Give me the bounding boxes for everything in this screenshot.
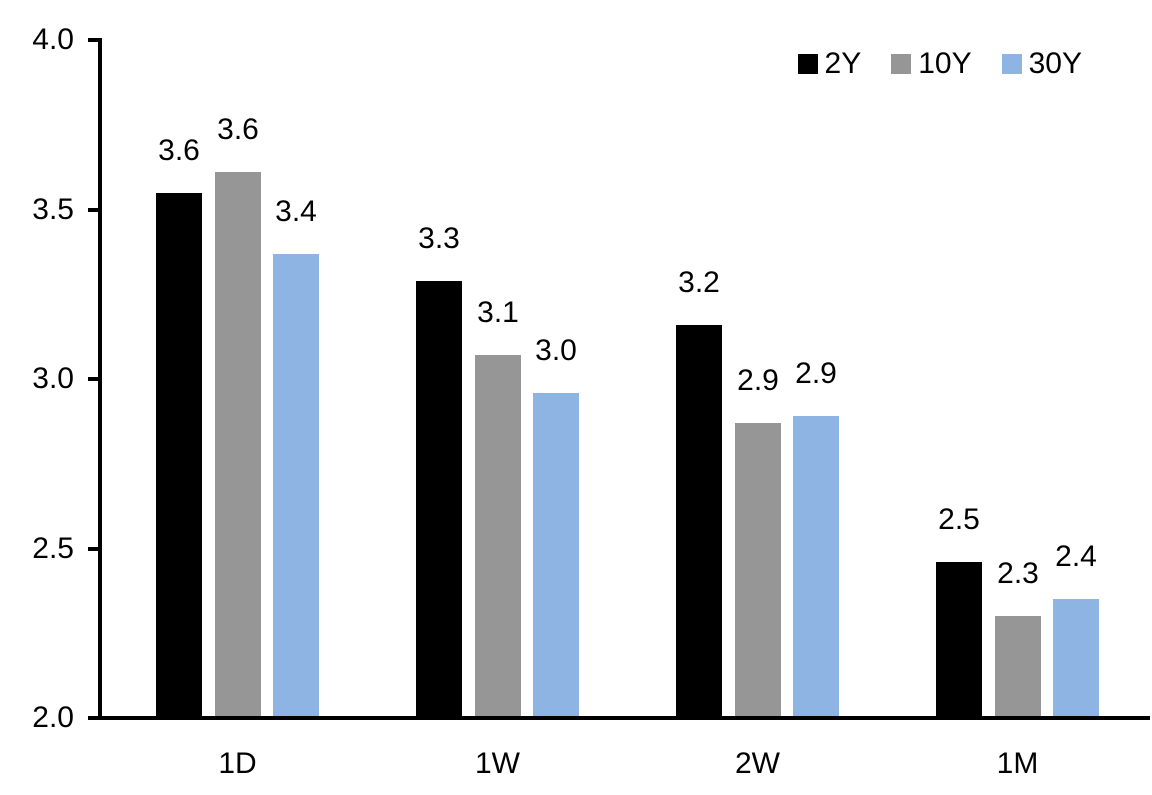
bar-label-10y-1w: 3.1 (477, 296, 519, 330)
legend-label-30y: 30Y (1028, 47, 1082, 80)
bar-30y-1m (1053, 599, 1099, 718)
bar-label-10y-1d: 3.6 (217, 113, 259, 147)
y-tick-label-3.5: 3.5 (32, 192, 74, 226)
x-tick-label-2w: 2W (735, 747, 780, 780)
bar-2y-1d (156, 192, 202, 718)
bar-10y-1w (475, 355, 521, 718)
y-tick-4.0 (88, 38, 102, 42)
bar-2y-2w (676, 324, 722, 718)
bar-label-2y-1m: 2.5 (938, 503, 980, 537)
legend-label-10y: 10Y (918, 47, 972, 80)
bar-30y-2w (793, 416, 839, 718)
y-tick-label-2.0: 2.0 (32, 701, 74, 734)
legend-label-2y: 2Y (824, 47, 862, 80)
y-tick-label-4.0: 4.0 (32, 23, 74, 56)
bar-label-30y-1w: 3.0 (535, 333, 577, 367)
legend-item-30y: 30Y (1001, 47, 1082, 80)
bar-label-30y-1d: 3.4 (275, 194, 317, 228)
y-tick-3.5 (88, 207, 102, 212)
legend-swatch-30y-icon (1001, 54, 1022, 74)
y-tick-2.0 (88, 716, 102, 720)
legend: 2Y 10Y 30Y (797, 47, 1082, 80)
legend-item-2y: 2Y (797, 47, 862, 80)
bar-label-10y-1m: 2.3 (997, 557, 1039, 591)
legend-item-10y: 10Y (891, 47, 972, 80)
x-tick-label-1d: 1D (218, 747, 257, 780)
bar-label-10y-2w: 2.9 (737, 364, 779, 398)
legend-swatch-10y-icon (891, 54, 912, 74)
bar-2y-1w (416, 280, 462, 718)
legend-swatch-2y-icon (797, 54, 818, 74)
bar-2y-1m (936, 562, 982, 718)
bar-30y-1w (533, 392, 579, 718)
y-tick-label-2.5: 2.5 (32, 531, 74, 565)
x-axis-line (98, 716, 1150, 720)
bar-label-2y-1d: 3.6 (158, 133, 200, 167)
y-tick-3.0 (88, 377, 102, 381)
bar-label-2y-2w: 3.2 (678, 265, 720, 299)
y-tick-label-3.0: 3.0 (32, 362, 74, 395)
x-tick-label-1w: 1W (475, 747, 520, 780)
bar-label-2y-1w: 3.3 (418, 221, 460, 255)
y-tick-2.5 (88, 546, 102, 551)
bar-label-30y-2w: 2.9 (795, 357, 837, 391)
y-axis-line (98, 38, 102, 720)
x-tick-label-1m: 1M (996, 747, 1039, 780)
bar-10y-1m (995, 616, 1041, 718)
bar-10y-2w (735, 423, 781, 718)
bar-label-30y-1m: 2.4 (1055, 540, 1097, 574)
bar-10y-1d (215, 172, 261, 718)
bar-30y-1d (273, 253, 319, 718)
